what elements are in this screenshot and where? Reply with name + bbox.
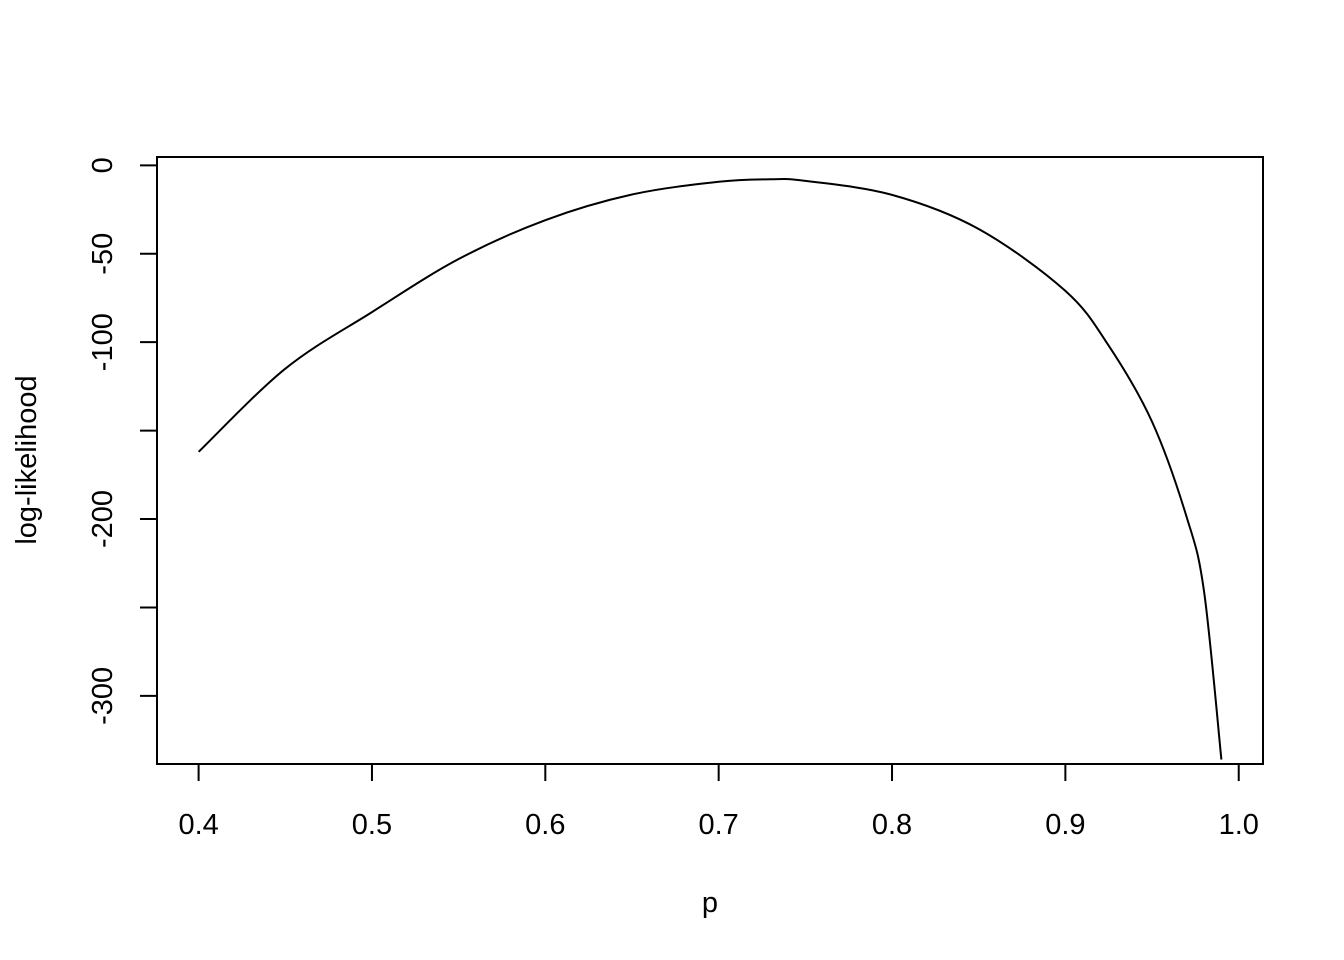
x-tick-label: 1.0 bbox=[1219, 809, 1259, 841]
x-tick-label: 0.8 bbox=[872, 809, 912, 841]
y-axis: 0 -50 -100 -200 -300 bbox=[87, 157, 158, 725]
y-tick-label: 0 bbox=[87, 157, 119, 173]
x-tick-label: 0.6 bbox=[525, 809, 565, 841]
y-tick-label: -100 bbox=[87, 313, 119, 371]
plot-box bbox=[156, 156, 1264, 765]
x-axis: 0.4 0.5 0.6 0.7 0.8 0.9 1.0 bbox=[178, 763, 1259, 841]
x-tick-label: 0.7 bbox=[699, 809, 739, 841]
y-tick-label: -50 bbox=[87, 233, 119, 275]
y-tick-label: -200 bbox=[87, 490, 119, 548]
x-tick-label: 0.9 bbox=[1045, 809, 1085, 841]
x-axis-label: p bbox=[702, 887, 718, 919]
x-tick-label: 0.4 bbox=[178, 809, 218, 841]
x-tick-label: 0.5 bbox=[352, 809, 392, 841]
y-axis-label: log-likelihood bbox=[11, 375, 43, 544]
series-layer bbox=[197, 178, 1223, 760]
y-tick-label: -300 bbox=[87, 667, 119, 725]
log-likelihood-curve bbox=[197, 178, 1223, 760]
